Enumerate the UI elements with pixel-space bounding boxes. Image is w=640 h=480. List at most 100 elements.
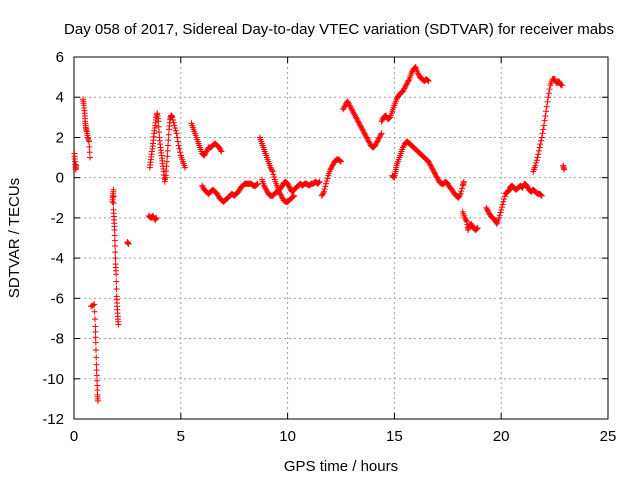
data-point <box>91 308 98 315</box>
data-point <box>271 173 278 180</box>
data-point <box>393 96 400 103</box>
data-point <box>269 168 276 175</box>
data-point <box>155 123 162 130</box>
data-point <box>463 217 470 224</box>
data-point <box>403 81 410 88</box>
data-point <box>474 224 481 231</box>
data-point <box>362 133 369 140</box>
data-point <box>92 334 99 341</box>
data-point <box>532 162 539 169</box>
data-point <box>93 372 100 379</box>
y-tick-labels: -12 -10 -8 -6 -4 -2 0 2 4 6 <box>42 49 64 428</box>
data-point <box>366 139 373 146</box>
data-point <box>199 184 206 191</box>
data-point <box>110 193 117 200</box>
data-point <box>372 141 379 148</box>
data-point <box>546 86 553 93</box>
data-point <box>111 226 118 233</box>
data-point <box>93 367 100 374</box>
data-point <box>199 182 206 189</box>
data-point <box>498 204 505 211</box>
data-point <box>73 162 80 169</box>
data-point <box>164 142 171 149</box>
data-point <box>278 192 285 199</box>
data-point <box>434 174 441 181</box>
data-point <box>425 78 432 85</box>
data-point <box>430 167 437 174</box>
data-point <box>401 85 408 92</box>
data-point <box>94 397 101 404</box>
data-point <box>345 99 352 106</box>
data-point <box>540 122 547 129</box>
x-tick-label: 20 <box>493 428 510 445</box>
data-point <box>365 137 372 144</box>
data-point <box>352 114 359 121</box>
x-axis-label: GPS time / hours <box>284 458 398 475</box>
data-point <box>164 153 171 160</box>
data-point <box>319 191 326 198</box>
data-point <box>428 163 435 170</box>
data-point <box>524 184 531 191</box>
data-point <box>459 185 466 192</box>
data-point <box>291 192 298 199</box>
data-point <box>217 147 224 154</box>
data-point <box>175 142 182 149</box>
data-point <box>460 178 467 185</box>
data-point <box>156 129 163 136</box>
data-point <box>378 130 385 137</box>
data-point <box>165 131 172 138</box>
data-point <box>473 226 480 233</box>
data-point <box>543 108 550 115</box>
data-point <box>289 194 296 201</box>
data-point <box>404 80 411 87</box>
y-tick-label: -10 <box>42 371 64 388</box>
data-point <box>261 184 268 191</box>
y-tick-label: -2 <box>51 210 64 227</box>
data-point <box>484 207 491 214</box>
data-point <box>277 191 284 198</box>
y-tick-label: -12 <box>42 411 64 428</box>
data-point <box>91 301 98 308</box>
data-point <box>444 180 451 187</box>
data-point <box>214 190 221 197</box>
data-point <box>469 222 476 229</box>
data-point <box>278 194 285 201</box>
data-point <box>174 134 181 141</box>
data-point <box>359 126 366 133</box>
x-tick-label: 10 <box>279 428 296 445</box>
data-point <box>542 112 549 119</box>
y-tick-label: 4 <box>56 89 64 106</box>
data-point <box>500 198 507 205</box>
data-point <box>462 216 469 223</box>
data-point <box>538 192 545 199</box>
data-point <box>270 171 277 178</box>
data-point <box>169 114 176 121</box>
data-point <box>336 157 343 164</box>
x-tick-label: 5 <box>177 428 185 445</box>
data-point <box>182 164 189 171</box>
data-point <box>501 193 508 200</box>
data-point <box>461 214 468 221</box>
data-point <box>125 241 132 248</box>
chart-title: Day 058 of 2017, Sidereal Day-to-day VTE… <box>64 21 614 38</box>
data-point <box>112 243 119 250</box>
data-point <box>385 115 392 122</box>
y-tick-label: 6 <box>56 49 64 66</box>
data-point <box>110 200 117 207</box>
data-point <box>545 94 552 101</box>
data-point <box>386 115 393 122</box>
data-point <box>278 184 285 191</box>
data-point <box>92 323 99 330</box>
data-point <box>429 166 436 173</box>
data-point <box>533 157 540 164</box>
data-point <box>320 188 327 195</box>
data-point <box>322 183 329 190</box>
data-point <box>349 107 356 114</box>
data-point <box>427 162 434 169</box>
data-point <box>267 164 274 171</box>
data-point <box>533 159 540 166</box>
data-point <box>377 133 384 140</box>
data-point <box>169 117 176 124</box>
data-point <box>216 144 223 151</box>
